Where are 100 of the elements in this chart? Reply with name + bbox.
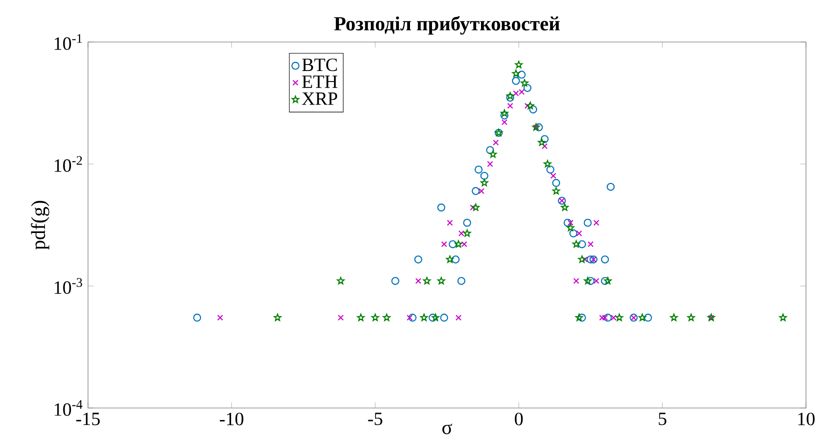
point [414, 255, 422, 264]
point [336, 276, 345, 284]
point [500, 109, 508, 117]
point [566, 224, 574, 232]
point [524, 102, 530, 109]
point [602, 314, 608, 321]
y-tick-label: 10$^{-3}$ [54, 278, 82, 294]
point [520, 79, 528, 86]
point [357, 314, 365, 322]
point [552, 187, 560, 194]
point [573, 278, 580, 284]
point [670, 314, 678, 322]
x-tick-label: -5 [368, 412, 382, 426]
point [420, 314, 428, 322]
point [452, 255, 460, 264]
point [599, 314, 606, 321]
point [432, 314, 440, 322]
point [406, 314, 413, 321]
point [568, 220, 574, 226]
point [428, 314, 437, 322]
point [463, 218, 472, 227]
point [382, 314, 391, 322]
point [593, 278, 600, 284]
y-tick-label: 10$^{-1}$ [54, 34, 82, 50]
point [489, 150, 497, 158]
point [478, 188, 484, 194]
point [582, 256, 588, 262]
point [588, 241, 594, 248]
point [446, 255, 454, 263]
x-axis-title: σ [442, 424, 452, 434]
x-tick-label: 5 [658, 412, 666, 426]
point [446, 220, 453, 226]
point [507, 102, 514, 109]
point [586, 255, 595, 264]
point [576, 230, 582, 236]
legend-label: XRP [302, 92, 338, 105]
point [506, 92, 514, 100]
point [564, 218, 572, 227]
point [456, 314, 462, 321]
point [441, 241, 448, 248]
point [458, 230, 464, 236]
point [615, 314, 624, 322]
point [274, 314, 282, 322]
point [529, 105, 538, 114]
point [371, 314, 380, 322]
point [423, 276, 431, 284]
legend-label: ETH [302, 76, 338, 88]
legend-label: BTC [302, 58, 337, 72]
point [546, 166, 554, 174]
point [578, 314, 586, 322]
point [687, 314, 695, 322]
point [526, 102, 534, 110]
point [644, 314, 652, 322]
x-tick-label: -10 [220, 412, 244, 426]
point [584, 276, 592, 284]
point [338, 314, 344, 321]
point [560, 203, 569, 211]
point [638, 314, 646, 322]
point [512, 76, 520, 85]
point [217, 314, 224, 321]
point [575, 314, 583, 322]
point [569, 229, 578, 238]
point [584, 218, 592, 227]
point [586, 276, 595, 285]
chart-title: Розподіл прибутковостей [334, 16, 560, 35]
point [604, 276, 612, 284]
point [538, 138, 546, 146]
point [540, 135, 549, 144]
x-tick-label: 0 [514, 412, 523, 426]
point [480, 172, 488, 180]
point [474, 166, 483, 174]
point [610, 314, 617, 321]
point [578, 240, 586, 248]
point [457, 276, 466, 285]
point [501, 119, 508, 126]
point [440, 314, 448, 322]
point [606, 182, 615, 191]
point [463, 229, 471, 237]
y-axis-title: pdf(g) [30, 200, 50, 250]
point [534, 123, 543, 132]
point [415, 278, 422, 284]
point [448, 240, 457, 248]
point [779, 314, 787, 322]
point [514, 60, 523, 68]
point [600, 276, 609, 285]
point [523, 84, 532, 92]
point [542, 143, 548, 150]
point [437, 203, 446, 212]
point [600, 255, 609, 264]
point [550, 172, 556, 179]
point [518, 70, 526, 79]
point [480, 178, 488, 186]
point [408, 314, 417, 322]
point [461, 241, 468, 248]
point [512, 70, 520, 78]
point [593, 220, 600, 226]
point [472, 203, 480, 211]
point [454, 240, 462, 248]
point [572, 240, 580, 248]
y-tick-label: 10$^{-2}$ [54, 156, 82, 172]
